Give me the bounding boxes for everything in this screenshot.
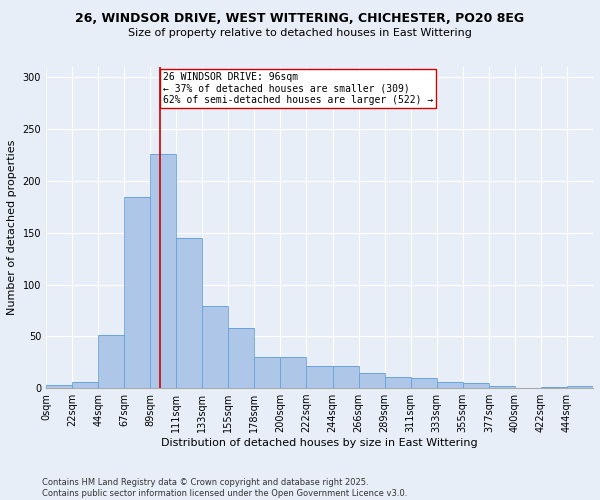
Bar [307,366,332,388]
Text: Contains HM Land Registry data © Crown copyright and database right 2025.
Contai: Contains HM Land Registry data © Crown c… [42,478,407,498]
Bar [307,366,332,388]
Bar [254,357,280,388]
X-axis label: Distribution of detached houses by size in East Wittering: Distribution of detached houses by size … [161,438,478,448]
Text: Size of property relative to detached houses in East Wittering: Size of property relative to detached ho… [128,28,472,38]
Bar [410,378,437,388]
Bar [150,154,176,388]
Bar [202,306,229,388]
Bar [463,383,489,388]
Bar [385,376,410,388]
Bar [385,376,410,388]
Bar [202,306,229,388]
Bar [98,336,124,388]
Bar [124,198,150,388]
Bar [541,387,567,388]
Bar [332,366,359,388]
Bar [72,382,98,388]
Bar [176,238,202,388]
Bar [463,383,489,388]
Y-axis label: Number of detached properties: Number of detached properties [7,140,17,315]
Bar [46,385,72,388]
Bar [124,198,150,388]
Bar [359,372,385,388]
Text: 26, WINDSOR DRIVE, WEST WITTERING, CHICHESTER, PO20 8EG: 26, WINDSOR DRIVE, WEST WITTERING, CHICH… [76,12,524,26]
Bar [410,378,437,388]
Bar [150,154,176,388]
Bar [46,385,72,388]
Bar [489,386,515,388]
Bar [229,328,254,388]
Bar [280,357,307,388]
Text: 26 WINDSOR DRIVE: 96sqm
← 37% of detached houses are smaller (309)
62% of semi-d: 26 WINDSOR DRIVE: 96sqm ← 37% of detache… [163,72,433,106]
Bar [332,366,359,388]
Bar [176,238,202,388]
Bar [72,382,98,388]
Bar [437,382,463,388]
Bar [541,387,567,388]
Bar [229,328,254,388]
Bar [437,382,463,388]
Bar [254,357,280,388]
Bar [359,372,385,388]
Bar [98,336,124,388]
Bar [280,357,307,388]
Bar [489,386,515,388]
Bar [567,386,593,388]
Bar [567,386,593,388]
